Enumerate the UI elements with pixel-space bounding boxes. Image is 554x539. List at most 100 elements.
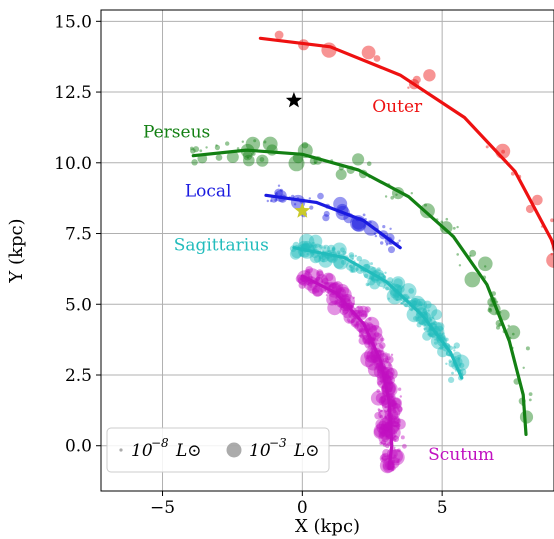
maser-point xyxy=(372,359,377,364)
maser-point xyxy=(382,428,385,431)
maser-point xyxy=(309,205,314,210)
x-tick-label: 0 xyxy=(297,498,308,518)
maser-point xyxy=(399,302,403,305)
maser-point xyxy=(392,282,395,286)
maser-point xyxy=(377,408,380,411)
y-tick-label: 15.0 xyxy=(54,12,92,32)
maser-point xyxy=(242,150,253,161)
maser-point xyxy=(399,395,402,398)
maser-point xyxy=(423,324,427,327)
maser-point xyxy=(393,417,400,425)
maser-point xyxy=(392,409,397,414)
maser-point xyxy=(385,372,388,375)
maser-point xyxy=(435,322,445,332)
maser-point xyxy=(457,356,461,360)
maser-point xyxy=(431,316,435,319)
maser-point xyxy=(391,466,396,471)
maser-point xyxy=(413,316,418,321)
maser-point xyxy=(453,342,460,349)
y-tick-label: 2.5 xyxy=(65,366,92,386)
maser-point xyxy=(350,265,358,273)
maser-point xyxy=(288,155,305,172)
black-star-marker xyxy=(285,92,302,108)
legend-unit: L⊙ xyxy=(293,441,320,461)
maser-point xyxy=(363,337,366,341)
maser-point xyxy=(376,389,381,393)
maser-point xyxy=(251,151,256,156)
maser-point xyxy=(390,400,397,407)
maser-point xyxy=(448,376,455,383)
maser-point xyxy=(390,397,402,409)
maser-point xyxy=(358,327,365,334)
maser-point xyxy=(380,409,383,413)
maser-point xyxy=(331,283,337,289)
maser-point xyxy=(374,366,377,369)
maser-point xyxy=(319,244,323,249)
maser-point xyxy=(335,169,347,180)
maser-point xyxy=(389,415,401,427)
maser-point xyxy=(389,378,393,383)
maser-point xyxy=(385,243,389,246)
maser-point xyxy=(266,199,269,203)
maser-point xyxy=(384,195,388,198)
maser-point xyxy=(392,459,396,463)
maser-point xyxy=(367,362,383,378)
maser-point xyxy=(431,309,442,320)
maser-point xyxy=(489,308,492,311)
maser-point xyxy=(341,294,344,297)
maser-point xyxy=(401,302,404,305)
maser-point xyxy=(412,75,421,84)
maser-point xyxy=(365,322,374,330)
maser-point xyxy=(395,298,399,302)
maser-point xyxy=(316,269,324,276)
maser-point xyxy=(416,322,422,328)
maser-point xyxy=(407,296,410,299)
maser-point xyxy=(318,254,324,260)
maser-point xyxy=(375,392,387,404)
maser-point xyxy=(506,325,521,340)
maser-point xyxy=(384,427,390,433)
maser-point xyxy=(382,274,386,278)
maser-point xyxy=(304,268,311,275)
maser-point xyxy=(305,266,313,274)
maser-point xyxy=(459,362,465,369)
maser-point xyxy=(381,422,384,426)
legend-exponent: −8 xyxy=(151,436,169,450)
maser-point xyxy=(322,214,330,222)
maser-point xyxy=(429,321,443,336)
maser-point xyxy=(397,423,401,427)
maser-point xyxy=(384,405,387,409)
maser-point xyxy=(383,424,391,431)
star-markers xyxy=(285,92,311,218)
maser-point xyxy=(323,281,327,285)
maser-point xyxy=(434,338,437,341)
maser-point xyxy=(395,405,398,408)
maser-point xyxy=(357,305,369,317)
maser-point xyxy=(334,303,337,306)
maser-point xyxy=(392,407,397,411)
maser-point xyxy=(365,282,370,287)
maser-point xyxy=(353,323,359,329)
maser-point xyxy=(373,55,381,62)
maser-point xyxy=(348,252,355,258)
maser-point xyxy=(393,424,397,428)
maser-point xyxy=(383,366,395,379)
maser-point xyxy=(423,303,438,318)
maser-point xyxy=(361,45,376,60)
maser-point xyxy=(391,276,406,291)
maser-point xyxy=(315,276,321,281)
maser-point xyxy=(464,271,481,288)
maser-point xyxy=(333,196,348,211)
maser-point xyxy=(370,354,378,363)
maser-point xyxy=(350,317,360,327)
maser-point xyxy=(274,30,284,40)
maser-point xyxy=(388,246,395,254)
maser-point xyxy=(304,280,308,283)
maser-point xyxy=(378,409,389,420)
maser-point xyxy=(352,296,355,299)
maser-point xyxy=(384,271,387,274)
maser-point xyxy=(390,381,394,384)
maser-point xyxy=(312,286,323,297)
maser-point xyxy=(331,247,335,251)
maser-point xyxy=(326,282,330,285)
